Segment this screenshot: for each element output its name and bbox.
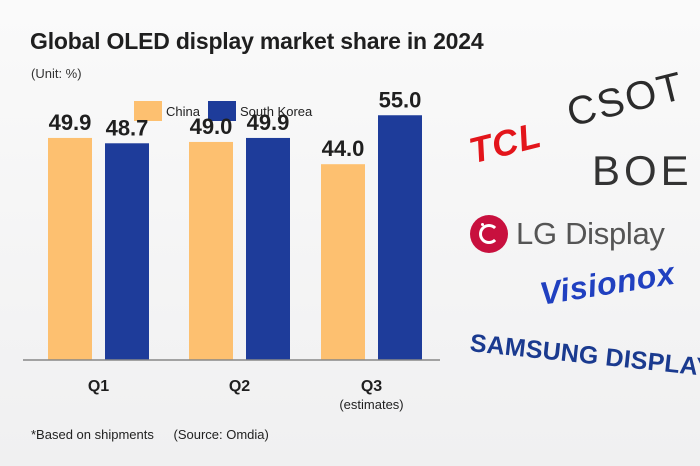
lg-circle-icon [470,215,508,253]
legend-swatch-south-korea [207,101,236,121]
bar-china-q3 [321,164,365,360]
x-tick-label-q1: Q1 [88,378,109,395]
footnote: *Based on shipments (Source: Omdia) [31,427,285,442]
data-label-china-q3: 44.0 [322,136,365,161]
data-label-china-q1: 49.9 [49,110,92,135]
legend-label-south-korea: South Korea [239,103,313,119]
lg-display-text: LG Display [516,216,665,251]
legend-label-china: China [166,103,200,119]
x-tick-label-q3: Q3 [361,378,382,395]
data-label-china-q2: 49.0 [190,114,233,139]
unit-label: (Unit: %) [31,66,82,81]
bar-china-q2 [189,141,233,360]
bar-south-korea-q2 [246,137,290,360]
legend-item-china: China [134,101,200,121]
bar-china-q1 [48,137,92,360]
legend-swatch-china [134,101,162,121]
lg-display-logo: LG Display [470,215,665,253]
legend: China South Korea [134,101,320,121]
data-label-south-korea-q3: 55.0 [379,87,422,112]
legend-item-south-korea: South Korea [207,101,313,121]
footnote-source: (Source: Omdia) [173,427,269,442]
bar-south-korea-q3 [378,115,422,360]
data-label-south-korea-q2: 49.9 [247,110,290,135]
footnote-note: *Based on shipments [31,427,154,442]
boe-logo: BOE [592,147,693,194]
chart-title: Global OLED display market share in 2024 [30,28,484,54]
x-tick-sublabel-q3: (estimates) [339,397,403,412]
data-label-south-korea-q1: 48.7 [106,115,149,140]
bar-south-korea-q1 [105,143,149,360]
x-tick-label-q2: Q2 [229,378,250,395]
